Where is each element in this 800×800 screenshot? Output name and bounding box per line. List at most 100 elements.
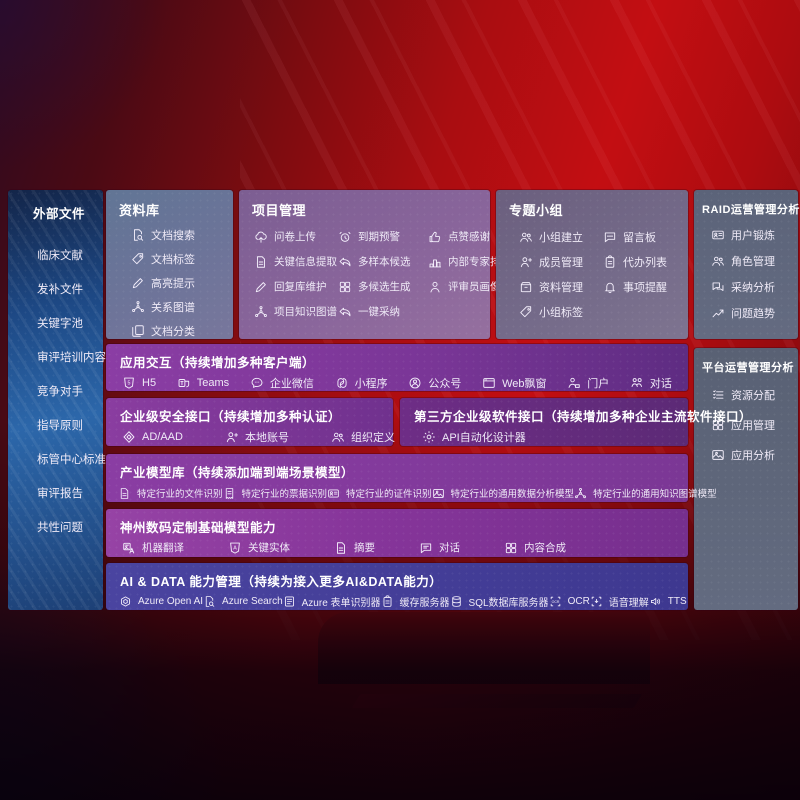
base-model-list: 机器翻译 A 关键实体 摘要 对话 内容合成 (106, 537, 688, 555)
highlight-pen-icon (131, 276, 145, 290)
api-designer-icon (422, 430, 436, 444)
id-recognition-icon (327, 487, 340, 500)
feature-item: Teams (177, 376, 229, 390)
feature-item: 多候选生成 (338, 279, 428, 294)
feature-item-label: AD/AAD (142, 431, 183, 443)
ai-data-title: AI & DATA 能力管理（持续为接入更多AI&DATA能力） (120, 575, 443, 589)
feature-item-label: 代办列表 (623, 257, 667, 269)
feature-item-label: 多样本候选 (358, 256, 411, 268)
feature-item: 小组建立 (519, 229, 603, 245)
feature-item: 门户 (567, 375, 609, 391)
feature-item-label: 小组标签 (539, 307, 583, 319)
feature-item: Azure Open AI (119, 595, 203, 608)
feature-item: 关键字池 (37, 312, 103, 333)
feature-item: 项目知识图谱 (254, 304, 338, 319)
feature-item: AD/AAD (122, 430, 183, 444)
feature-item-label: 到期预警 (358, 231, 400, 243)
reply-maintain-icon (254, 280, 268, 294)
feature-item: 多样本候选 (338, 254, 428, 269)
feature-item: SQL数据库服务器 (450, 594, 549, 609)
topic-group-list: 小组建立 留言板 成员管理 代办列表 资料管理 事项提醒 小组标签 (496, 223, 688, 320)
feature-item: 文档标签 (131, 251, 233, 267)
feature-item-label: 特定行业的通用知识图谱模型 (593, 489, 717, 500)
feature-item: 机器翻译 (122, 540, 184, 555)
org-define-icon (331, 430, 345, 444)
project-management-title: 项目管理 (252, 203, 307, 218)
feature-item-label: H5 (142, 377, 157, 389)
feature-item: 对话 (419, 540, 460, 555)
azure-search-icon (203, 595, 216, 608)
feature-item-label: 本地账号 (244, 432, 289, 444)
azure-form-icon (283, 595, 296, 608)
feature-item-label: 点赞感谢 (448, 231, 490, 243)
feature-item-label: 角色管理 (731, 256, 775, 268)
feature-item-label: 指导原则 (37, 419, 83, 432)
feature-item-label: 语音理解 (608, 598, 649, 609)
resource-allocation-icon (711, 388, 725, 402)
feature-item-label: 企业微信 (269, 378, 314, 390)
teams-icon (177, 376, 191, 390)
industry-models-title: 产业模型库（持续添加端到端场景模型） (120, 466, 355, 480)
feature-item-label: 关键信息提取 (274, 256, 337, 268)
feature-item: 问题趋势 (711, 305, 798, 321)
ocr-icon: OCR (549, 595, 562, 608)
cache-server-icon (381, 595, 394, 608)
expert-ranking-icon (428, 255, 442, 269)
feature-item-label: 一键采纳 (358, 306, 400, 318)
tts-icon (649, 595, 662, 608)
todo-list-icon (603, 255, 617, 269)
web-popup-icon (482, 376, 496, 390)
app-interaction-list: 5 H5 Teams 企业微信 小程序 公众号 Web飘窗 门户 对话 (106, 372, 688, 391)
platform-analytics-panel: 平台运营管理分析 资源分配 应用管理 应用分析 (694, 348, 798, 610)
feature-item-label: SQL数据库服务器 (468, 598, 549, 609)
chat-dialog-icon (419, 541, 433, 555)
feature-item-label: 文档搜索 (151, 230, 195, 242)
feature-item-label: 关系图谱 (151, 302, 195, 314)
feature-item-label: 应用分析 (731, 450, 775, 462)
industry-models-row: 产业模型库（持续添加端到端场景模型） 特定行业的文件识别 特定行业的票据识别 特定行… (106, 454, 717, 502)
key-entity-icon: A (228, 541, 242, 555)
project-management-list: 问卷上传 到期预警 点赞感谢 关键信息提取 多样本候选 内部专家排名 回复库维护 多候选生成评… (239, 223, 511, 319)
feature-item: 小组标签 (519, 304, 603, 320)
member-manage-icon (519, 255, 533, 269)
topic-group-panel: 专题小组 小组建立 留言板 成员管理 代办列表 资料管理 事项提醒 小组标签 (496, 190, 688, 339)
background-device-shape (318, 612, 650, 684)
feature-item: 文档分类 (131, 323, 233, 339)
feature-item-label: 发补文件 (37, 283, 83, 296)
feature-item: 成员管理 (519, 254, 603, 270)
content-compose-icon (504, 541, 518, 555)
feature-item: 问卷上传 (254, 229, 338, 244)
wecom-icon (250, 376, 264, 390)
topic-group-title: 专题小组 (509, 203, 564, 218)
thirdparty-interface-row: 第三方企业级软件接口（持续增加多种企业主流软件接口） API自动化设计器 (400, 398, 753, 446)
feature-item: 角色管理 (711, 253, 798, 269)
user-card-icon (711, 228, 725, 242)
feature-item-label: 事项提醒 (623, 282, 667, 294)
feature-item: 回复库维护 (254, 279, 338, 294)
thirdparty-interface-list: API自动化设计器 (400, 426, 688, 445)
project-management-panel: 项目管理 问卷上传 到期预警 点赞感谢 关键信息提取 多样本候选 内部专家排名 回复库维护多… (239, 190, 511, 339)
one-click-adopt-icon (338, 305, 352, 319)
feature-item: 特定行业的通用知识图谱模型 (574, 486, 717, 500)
feature-item: A 关键实体 (228, 540, 290, 555)
reviewer-profile-icon (428, 280, 442, 294)
thirdparty-interface-title: 第三方企业级软件接口（持续增加多种企业主流软件接口） (414, 410, 753, 424)
feature-item: 对话 (630, 375, 672, 391)
data-analysis-model-icon (432, 487, 445, 500)
thumbs-up-icon (428, 230, 442, 244)
feature-item-label: 高亮提示 (151, 278, 195, 290)
feature-item-label: 项目知识图谱 (274, 306, 337, 318)
app-analysis-icon (711, 448, 725, 462)
industry-models-list: 特定行业的文件识别 特定行业的票据识别 特定行业的证件识别 特定行业的通用数据分析模型… (106, 482, 717, 500)
feature-item: 公众号 (408, 375, 461, 391)
machine-translate-icon (122, 541, 136, 555)
feature-item-label: 文档标签 (151, 254, 195, 266)
feature-item: 审评培训内容 (37, 346, 106, 367)
feature-item-label: 资料管理 (539, 282, 583, 294)
feature-item-label: 摘要 (354, 542, 375, 554)
info-extract-icon (254, 255, 268, 269)
summary-icon (334, 541, 348, 555)
feature-item-label: 公众号 (428, 378, 462, 390)
svg-text:OCR: OCR (551, 600, 559, 604)
